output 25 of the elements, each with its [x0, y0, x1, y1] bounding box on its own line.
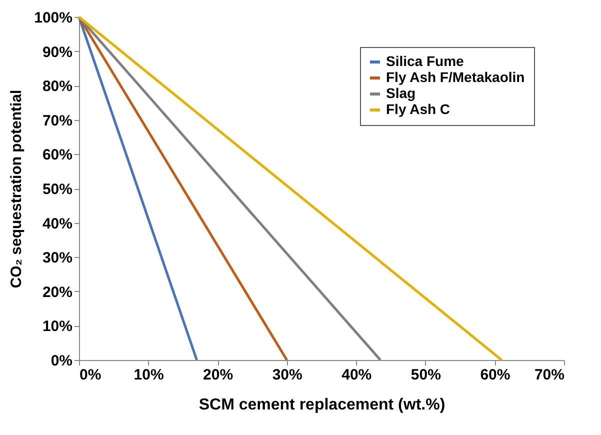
- y-tick-label: 40%: [42, 215, 72, 232]
- y-tick-label: 10%: [42, 318, 72, 336]
- y-tick-label: 0%: [50, 352, 72, 370]
- y-tick-label: 90%: [42, 44, 72, 61]
- x-tick-label: 50%: [410, 366, 441, 384]
- y-tick-label: 60%: [42, 146, 72, 164]
- x-tick-label: 20%: [203, 366, 234, 384]
- y-tick-label: 50%: [42, 181, 72, 198]
- legend-label: Slag: [386, 85, 416, 101]
- y-tick-label: 30%: [42, 250, 72, 267]
- x-tick-label: 70%: [534, 366, 564, 384]
- x-tick-label: 40%: [342, 366, 372, 384]
- legend-label: Silica Fume: [386, 53, 464, 69]
- x-tick-label: 0%: [80, 366, 102, 384]
- y-tick-label: 20%: [42, 284, 72, 301]
- legend-label: Fly Ash C: [386, 101, 450, 117]
- x-tick-label: 30%: [272, 366, 302, 384]
- legend-label: Fly Ash F/Metakaolin: [386, 69, 525, 85]
- y-tick-label: 70%: [42, 112, 72, 130]
- x-axis-title: SCM cement replacement (wt.%): [198, 396, 446, 414]
- x-tick-label: 60%: [480, 366, 510, 384]
- y-tick-label: 100%: [34, 10, 72, 26]
- y-tick-label: 80%: [42, 78, 72, 96]
- x-tick-label: 10%: [134, 366, 164, 384]
- y-axis-title: CO₂ sequestration potential: [8, 90, 26, 288]
